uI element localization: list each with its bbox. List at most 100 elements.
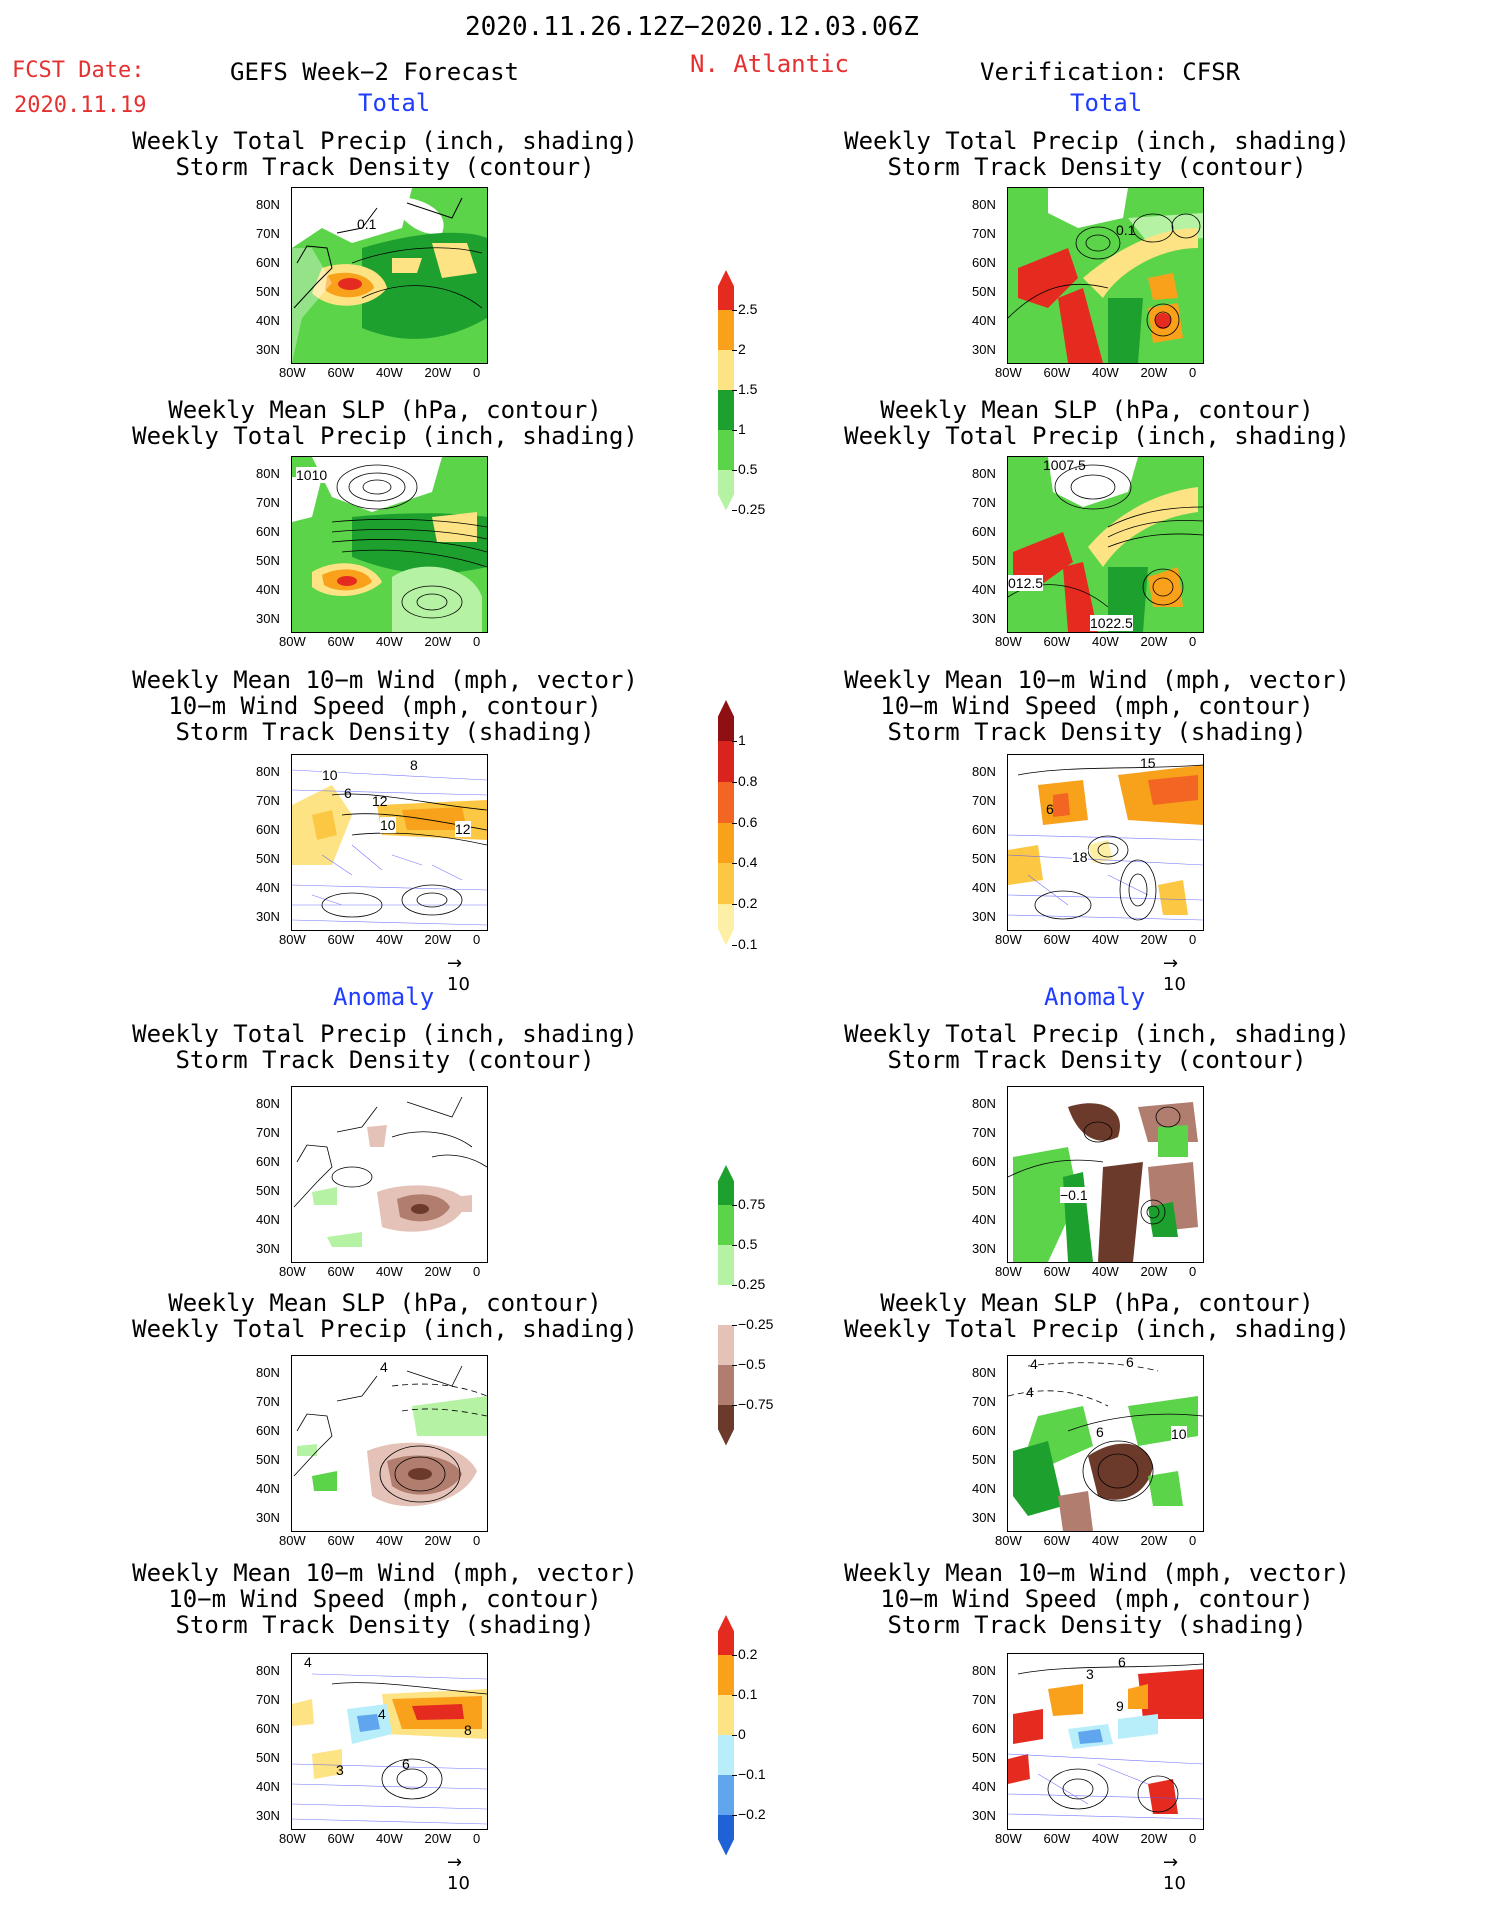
- lat-tick-label: 80N: [256, 1365, 280, 1380]
- lat-tick-label: 70N: [972, 1692, 996, 1707]
- lat-tick-label: 30N: [972, 1808, 996, 1823]
- colorbar-segment: [718, 1205, 734, 1246]
- lat-tick-label: 50N: [972, 1183, 996, 1198]
- lon-tick-label: 80W: [995, 1533, 1022, 1548]
- panel-title-cfsr-anom-wind: Weekly Mean 10−m Wind (mph, vector) 10−m …: [844, 1559, 1350, 1639]
- vector-ref-gefs-total: → 10: [447, 953, 470, 995]
- map-gefs-anom-wind: 4 4 8 6 3: [291, 1653, 488, 1830]
- contour-label: 6: [1046, 801, 1054, 817]
- colorbar-segment: [718, 1775, 734, 1816]
- colorbar-track-anom: 0.2 0.1 0 −0.1 −0.2: [718, 1615, 766, 1856]
- colorbar-label: 0.4: [738, 854, 758, 871]
- lon-tick-label: 0: [473, 932, 481, 947]
- vector-ref-label: 10: [1163, 1873, 1186, 1894]
- left-section-anomaly: Anomaly: [333, 983, 435, 1011]
- lat-tick-label: 70N: [972, 495, 996, 510]
- lon-tick-label: 40W: [376, 1533, 403, 1548]
- colorbar-tick: [732, 1655, 737, 1656]
- map-cfsr-anom-wind: 3 6 9: [1007, 1653, 1204, 1830]
- colorbar-label: 0.6: [738, 813, 758, 830]
- left-model-title: GEFS Week−2 Forecast: [230, 58, 519, 86]
- colorbar-segment: [718, 1655, 734, 1696]
- lat-tick-label: 60N: [972, 1423, 996, 1438]
- vector-ref-cfsr-total: → 10: [1163, 953, 1186, 995]
- colorbar-tick: [732, 470, 737, 471]
- colorbar-label: −0.5: [738, 1356, 766, 1372]
- contour-label: 3: [336, 1762, 344, 1778]
- colorbar-label: 0.2: [738, 1646, 758, 1662]
- lon-tick-label: 0: [473, 1831, 481, 1846]
- colorbar-label: 1.5: [738, 381, 758, 397]
- colorbar-precip-anom: 0.75 0.5 0.25 −0.25 −0.5 −0.75: [718, 1165, 773, 1446]
- colorbar-label: −0.75: [738, 1396, 774, 1412]
- lon-tick-label: 80W: [995, 932, 1022, 947]
- colorbar-segment: [718, 863, 734, 905]
- lat-tick-label: 40N: [256, 1212, 280, 1227]
- colorbar-segment: [718, 270, 734, 311]
- colorbar-segment: [718, 740, 734, 783]
- lon-tick-label: 80W: [995, 634, 1022, 649]
- lat-tick-label: 80N: [972, 1096, 996, 1111]
- lon-tick-label: 20W: [1140, 932, 1168, 947]
- lon-tick-label: 60W: [1043, 1831, 1071, 1846]
- lat-tick-label: 50N: [256, 1750, 280, 1765]
- lat-tick-label: 50N: [972, 1750, 996, 1765]
- lon-tick-label: 20W: [424, 1533, 452, 1548]
- lat-tick-label: 80N: [972, 1365, 996, 1380]
- lat-tick-label: 80N: [256, 1096, 280, 1111]
- date-range: 2020.11.26.12Z−2020.12.03.06Z: [465, 12, 919, 42]
- lon-tick-label: 0: [1189, 1533, 1197, 1548]
- colorbar-precip-total: 2.5 2 1.5 1 0.5 0.25: [718, 270, 765, 517]
- lat-tick-label: 40N: [972, 880, 996, 895]
- lon-tick-label: 60W: [327, 932, 355, 947]
- lat-tick-label: 30N: [972, 909, 996, 924]
- lat-tick-label: 80N: [972, 197, 996, 212]
- lat-tick-label: 70N: [256, 1692, 280, 1707]
- colorbar-label: 0.25: [738, 501, 766, 517]
- colorbar-track-total: 1 0.8 0.6 0.4 0.2 0.1: [718, 700, 757, 952]
- lon-tick-label: 20W: [1140, 365, 1168, 380]
- colorbar-segment: [718, 1245, 734, 1286]
- lon-tick-label: 80W: [279, 634, 306, 649]
- contour-label: 4: [380, 1359, 388, 1375]
- contour-label: 9: [1116, 1698, 1124, 1714]
- contour-label: 4: [378, 1706, 386, 1722]
- colorbar-segment: [718, 1405, 734, 1446]
- lon-tick-label: 0: [473, 634, 481, 649]
- colorbar-label: 2.5: [738, 301, 758, 317]
- colorbar-label: 0.75: [738, 1196, 766, 1212]
- lat-tick-label: 80N: [256, 764, 280, 779]
- vector-ref-label: 10: [447, 974, 470, 995]
- lat-tick-label: 80N: [972, 1663, 996, 1678]
- lat-tick-label: 60N: [256, 255, 280, 270]
- colorbar-tick: [732, 904, 737, 906]
- fcst-date-label: FCST Date:: [12, 58, 145, 83]
- lat-tick-label: 30N: [256, 1510, 280, 1525]
- colorbar-label: 2: [738, 341, 746, 357]
- lon-tick-label: 80W: [995, 1831, 1022, 1846]
- contour-label: 8: [464, 1722, 472, 1738]
- lat-tick-label: 30N: [972, 611, 996, 626]
- lon-tick-label: 40W: [1092, 932, 1119, 947]
- lat-tick-label: 80N: [256, 197, 280, 212]
- colorbar-segment: [718, 1165, 734, 1206]
- colorbar-segment: [718, 822, 734, 864]
- lat-tick-label: 70N: [972, 1394, 996, 1409]
- lon-tick-label: 20W: [424, 1831, 452, 1846]
- lat-tick-label: 80N: [256, 1663, 280, 1678]
- colorbar-label: 0.1: [738, 936, 758, 952]
- lat-tick-label: 30N: [972, 1241, 996, 1256]
- colorbar-tick: [732, 390, 737, 391]
- colorbar-tick: [732, 1405, 737, 1406]
- colorbar-label: 0: [738, 1726, 746, 1742]
- lat-tick-label: 40N: [972, 1212, 996, 1227]
- panel-title-cfsr-total-slp: Weekly Mean SLP (hPa, contour) Weekly Tot…: [844, 396, 1350, 450]
- colorbar-label: −0.25: [738, 1316, 774, 1332]
- map-cfsr-anom-precip: −0.1: [1007, 1086, 1204, 1263]
- lat-tick-label: 40N: [256, 582, 280, 597]
- lat-tick-label: 60N: [256, 1721, 280, 1736]
- lat-tick-label: 40N: [972, 582, 996, 597]
- vector-ref-gefs-anom: → 10: [447, 1852, 470, 1894]
- contour-label: 15: [1140, 755, 1156, 771]
- lat-tick-label: 70N: [256, 1125, 280, 1140]
